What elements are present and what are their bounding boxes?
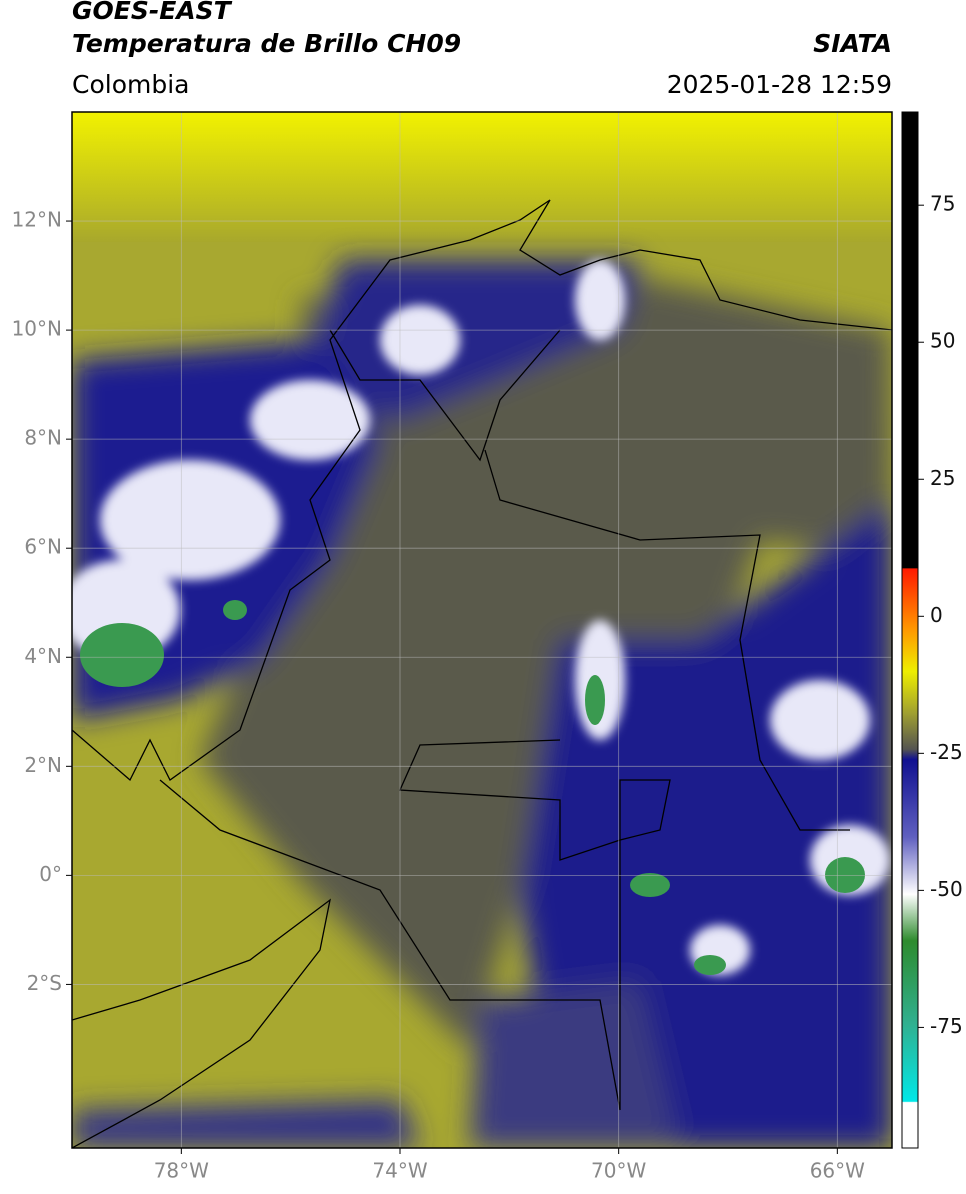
y-tick-label: 2°S (27, 971, 62, 995)
title: GOES-EAST (72, 0, 233, 25)
map-frame (71, 111, 893, 1149)
x-tick-label: 70°W (591, 1159, 646, 1183)
x-tick-label: 78°W (154, 1159, 209, 1183)
y-tick-label: 10°N (12, 317, 62, 341)
colorbar (901, 111, 919, 1149)
satellite-image (72, 112, 892, 1148)
y-tick-label: 8°N (24, 426, 62, 450)
colorbar-tick-label: 0 (930, 603, 943, 627)
region: Colombia (72, 70, 189, 99)
x-tick-label: 66°W (810, 1159, 865, 1183)
subtitle: Temperatura de Brillo CH09 (72, 29, 461, 58)
datetime: 2025-01-28 12:59 (667, 70, 892, 99)
gridlines (72, 112, 892, 1148)
colorbar-tick-label: -50 (930, 877, 963, 901)
y-tick-label: 4°N (24, 644, 62, 668)
colorbar-tick-label: 50 (930, 329, 955, 353)
y-tick-label: 6°N (24, 535, 62, 559)
colorbar-tick-label: -25 (930, 740, 963, 764)
y-tick-label: 12°N (12, 208, 62, 232)
y-tick-label: 2°N (24, 753, 62, 777)
y-tick-label: 0° (39, 862, 62, 886)
colorbar-tick-label: 25 (930, 466, 955, 490)
source: SIATA (813, 29, 892, 58)
colorbar-tick-label: 75 (930, 192, 955, 216)
x-tick-label: 74°W (372, 1159, 427, 1183)
colorbar-tick-label: -75 (930, 1014, 963, 1038)
